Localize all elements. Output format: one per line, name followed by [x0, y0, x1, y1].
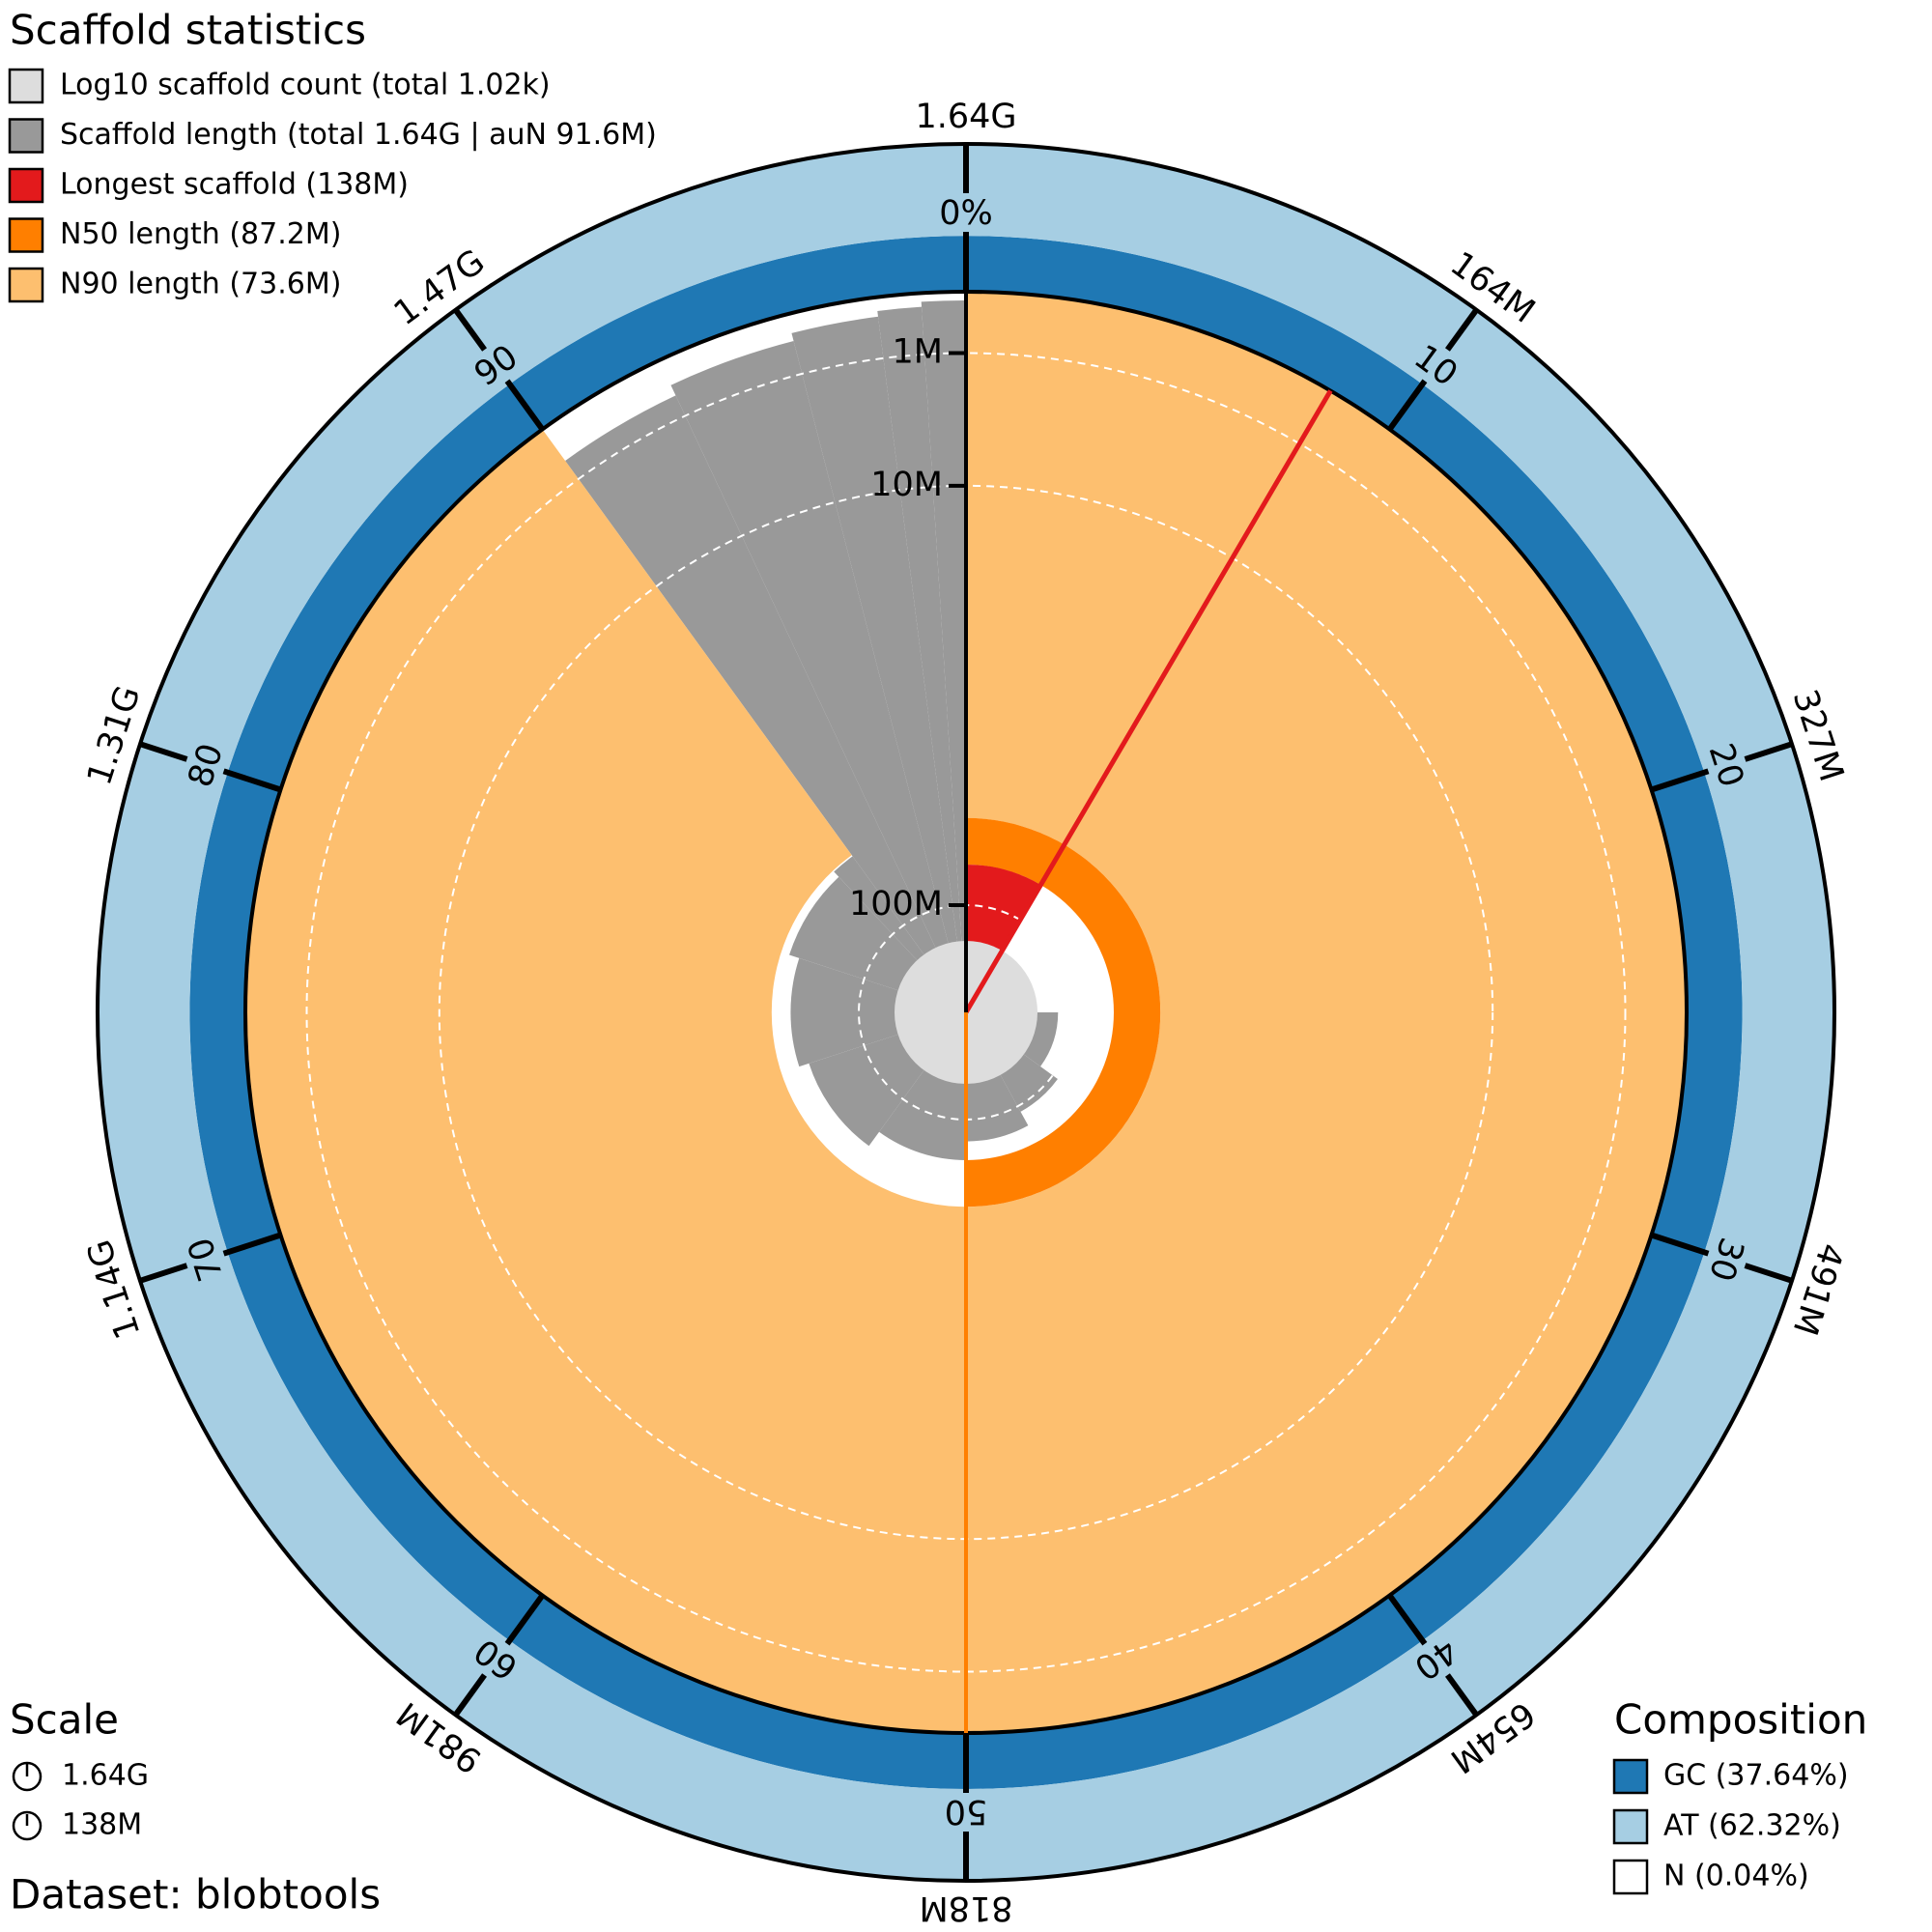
legend-swatch: [8, 267, 44, 303]
legend-swatch: [8, 217, 44, 253]
length-tick: [453, 1673, 487, 1718]
y-tick-label: 100M: [849, 885, 943, 923]
y-tick-label: 10M: [870, 466, 943, 504]
length-tick-label: 818M: [919, 1889, 1012, 1927]
percent-tick: [222, 768, 282, 793]
length-tick: [139, 1263, 188, 1284]
y-tick-label: 1M: [893, 333, 943, 372]
length-tick: [1744, 741, 1793, 762]
scaffold-length: [670, 340, 966, 1012]
snail-plot: 0%102030405060708090164M327M491M654M818M…: [80, 98, 1851, 1927]
legend-label: Longest scaffold (138M): [60, 168, 409, 202]
legend-label: GC (37.64%): [1663, 1759, 1849, 1793]
legend-swatch: [1612, 1859, 1649, 1895]
scale-icon: [12, 1761, 43, 1841]
length-tick-label: 1.64G: [915, 98, 1016, 136]
chart-title: Scaffold statistics: [10, 7, 366, 54]
scaffold-length: [921, 299, 966, 1012]
length-tick: [1744, 1263, 1793, 1284]
percent-tick-label: 50: [945, 1792, 988, 1831]
percent-tick: [1650, 768, 1710, 793]
legend-swatch: [1612, 1808, 1649, 1845]
percent-tick: [1387, 379, 1428, 432]
length-tick: [139, 741, 188, 762]
legend-label: N (0.04%): [1663, 1860, 1809, 1893]
composition-title: Composition: [1614, 1696, 1867, 1744]
n90-area: [244, 292, 1687, 1733]
length-tick: [1445, 1673, 1479, 1718]
legend: Log10 scaffold count (total 1.02k) Scaffo…: [8, 68, 657, 303]
percent-tick: [1650, 1232, 1710, 1257]
legend-swatch: [8, 68, 44, 104]
scaffold-length: [565, 395, 966, 1012]
legend-label: Log10 scaffold count (total 1.02k): [60, 69, 551, 102]
legend-label: N90 length (73.6M): [60, 268, 341, 301]
scaffold-length: [877, 306, 966, 1012]
composition-legend: GC (37.64%) AT (62.32%) N (0.04%): [1612, 1758, 1849, 1895]
percent-tick: [1387, 1593, 1428, 1646]
n50-area: [966, 817, 1161, 1208]
legend-swatch: [1612, 1758, 1649, 1795]
legend-label: N50 length (87.2M): [60, 217, 341, 251]
length-tick: [453, 307, 487, 352]
percent-tick: [504, 1593, 545, 1646]
legend-swatch: [8, 118, 44, 154]
longest-line: [963, 389, 1333, 1014]
scaffold-length: [790, 957, 966, 1067]
percent-tick: [504, 379, 545, 432]
legend-label: Scaffold length (total 1.64G | auN 91.6M…: [60, 118, 657, 152]
dataset-label: Dataset: blobtools: [10, 1871, 381, 1918]
scaffold-length: [791, 316, 966, 1012]
legend-swatch: [8, 167, 44, 204]
scale-label: 1.64G: [62, 1759, 149, 1793]
scale-label: 138M: [62, 1808, 142, 1842]
scale-title: Scale: [10, 1696, 119, 1744]
percent-tick-label: 0%: [939, 194, 993, 233]
percent-tick: [222, 1232, 282, 1257]
legend-label: AT (62.32%): [1663, 1809, 1841, 1843]
length-tick: [1445, 307, 1479, 352]
